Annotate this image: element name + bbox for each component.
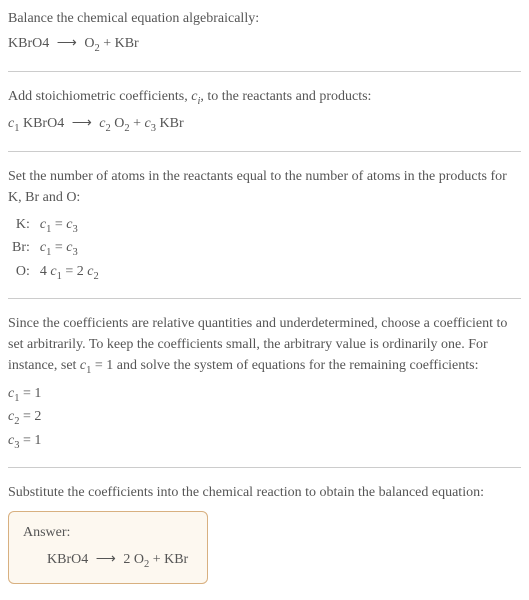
section-problem: Balance the chemical equation algebraica… (8, 8, 521, 57)
answer-box: Answer: KBrO4 ⟶ 2 O2 + KBr (8, 511, 208, 584)
product-o2: O2 (84, 36, 99, 51)
coefficient-list: c1 = 1c2 = 2c3 = 1 (8, 383, 521, 454)
reactant: KBrO4 (8, 36, 49, 51)
coefficient-value: c3 = 1 (8, 430, 521, 454)
balance-equation: 4 c1 = 2 c2 (36, 261, 103, 285)
answer-label: Answer: (23, 522, 193, 543)
arrow-icon: ⟶ (53, 36, 81, 51)
substitute-title: Substitute the coefficients into the che… (8, 482, 521, 503)
arrow-icon: ⟶ (92, 552, 120, 567)
product-kbr: KBr (115, 36, 139, 51)
coefficient-value: c1 = 1 (8, 383, 521, 407)
element-label: Br: (8, 237, 36, 261)
table-row: Br:c1 = c3 (8, 237, 103, 261)
arrow-icon: ⟶ (68, 116, 96, 131)
section-solve: Since the coefficients are relative quan… (8, 313, 521, 453)
stoich-title: Add stoichiometric coefficients, ci, to … (8, 86, 521, 110)
balance-table: K:c1 = c3Br:c1 = c3O:4 c1 = 2 c2 (8, 214, 103, 285)
answer-equation: KBrO4 ⟶ 2 O2 + KBr (23, 549, 193, 573)
divider (8, 467, 521, 468)
section-atom-balance: Set the number of atoms in the reactants… (8, 166, 521, 285)
table-row: K:c1 = c3 (8, 214, 103, 238)
balance-equation: c1 = c3 (36, 237, 103, 261)
problem-equation: KBrO4 ⟶ O2 + KBr (8, 33, 521, 57)
problem-title: Balance the chemical equation algebraica… (8, 8, 521, 29)
balance-title: Set the number of atoms in the reactants… (8, 166, 521, 208)
balance-equation: c1 = c3 (36, 214, 103, 238)
coefficient-value: c2 = 2 (8, 406, 521, 430)
divider (8, 151, 521, 152)
stoich-equation: c1 KBrO4 ⟶ c2 O2 + c3 KBr (8, 113, 521, 137)
element-label: K: (8, 214, 36, 238)
divider (8, 71, 521, 72)
solve-paragraph: Since the coefficients are relative quan… (8, 313, 521, 379)
divider (8, 298, 521, 299)
section-stoichiometric: Add stoichiometric coefficients, ci, to … (8, 86, 521, 137)
element-label: O: (8, 261, 36, 285)
table-row: O:4 c1 = 2 c2 (8, 261, 103, 285)
section-answer: Substitute the coefficients into the che… (8, 482, 521, 584)
